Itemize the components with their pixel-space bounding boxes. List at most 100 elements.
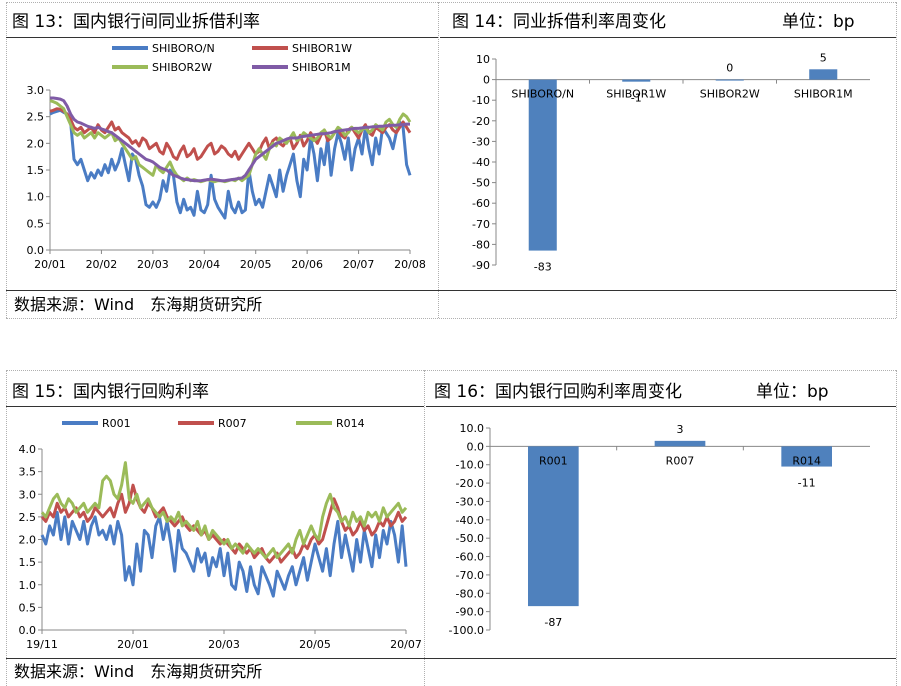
- series-line-shibor1m: [50, 96, 410, 183]
- source-note: 数据来源：Wind 东海期货研究所: [14, 662, 263, 681]
- data-label: 0: [726, 62, 733, 75]
- shibor-weekly-change-bar-chart: 100-10-20-30-40-50-60-70-80-90SHIBORO/N-…: [472, 51, 870, 274]
- shibor-line-chart: 0.0 0.5 1.0 1.5 2.0 2.5 3.0 20/01 20/02 20/03 20/0…: [27, 42, 426, 271]
- x-tick-label: 20/03: [208, 638, 240, 651]
- y-tick-label: 3.0: [27, 84, 45, 97]
- x-tick-label: 20/07: [343, 258, 375, 271]
- y-tick-label: 0.0: [19, 624, 37, 637]
- x-category-label: R007: [666, 454, 695, 467]
- chart-title: 图 15：国内银行回购利率: [12, 382, 210, 402]
- y-tick-label: 0.5: [19, 601, 37, 614]
- frame-line: [6, 370, 7, 686]
- series-line-r001: [40, 510, 408, 598]
- frame-line: [438, 2, 439, 318]
- y-tick-label: 2.5: [19, 511, 37, 524]
- y-tick-label: -50: [472, 177, 490, 190]
- series-line-r014: [40, 461, 408, 560]
- y-tick-label: -100.0: [449, 624, 484, 637]
- legend-label: R014: [336, 417, 365, 430]
- frame-line: [896, 2, 897, 318]
- y-tick-label: 3.5: [19, 466, 37, 479]
- y-tick-label: -10: [472, 94, 490, 107]
- series-line-r007: [40, 483, 408, 564]
- y-tick-label: -50.0: [456, 532, 484, 545]
- y-tick-label: -90.0: [456, 606, 484, 619]
- x-tick-label: 20/02: [86, 258, 118, 271]
- x-tick-label: 20/01: [34, 258, 66, 271]
- repo-weekly-change-bar-chart: 10.0 0.0 -10.0 -20.0 -30.0 -40.0 -50.0 -60.0 -70…: [449, 422, 870, 637]
- y-tick-label: -60: [472, 197, 490, 210]
- legend-label: SHIBORO/N: [152, 42, 215, 55]
- unit-label: 单位：bp: [782, 12, 855, 32]
- frame-line: [6, 2, 896, 3]
- y-tick-label: -20.0: [456, 477, 484, 490]
- data-label: -1: [631, 92, 642, 105]
- bar-r014: [781, 446, 832, 467]
- data-label: -87: [544, 616, 562, 629]
- frame-line: [6, 658, 896, 659]
- x-category-label: SHIBOR2W: [700, 88, 760, 101]
- y-tick-label: -20: [472, 115, 490, 128]
- legend-label: SHIBOR2W: [152, 61, 212, 74]
- y-tick-label: -40.0: [456, 514, 484, 527]
- x-category-label: SHIBOR1W: [606, 88, 666, 101]
- y-tick-label: -30.0: [456, 495, 484, 508]
- frame-line: [424, 370, 425, 686]
- bar-shibor2w: [715, 79, 744, 81]
- repo-line-chart: 0.0 0.5 1.0 1.5 2.0 2.5 3.0 3.5 4.0 19/11 20/01 20/…: [19, 417, 422, 651]
- y-tick-label: 0.0: [27, 244, 45, 257]
- data-label: 3: [677, 423, 684, 436]
- chart-title: 图 16：国内银行回购利率周变化: [434, 382, 683, 402]
- frame-line: [426, 406, 896, 407]
- bar-shibor1m: [809, 69, 838, 80]
- x-category-label: R001: [539, 454, 568, 467]
- y-tick-label: 4.0: [19, 443, 37, 456]
- y-tick-label: 2.0: [27, 137, 45, 150]
- y-tick-label: 1.5: [19, 556, 37, 569]
- frame-line: [896, 370, 897, 686]
- x-category-label: SHIBOR1M: [794, 88, 853, 101]
- y-tick-label: -80.0: [456, 587, 484, 600]
- y-tick-label: 10: [476, 53, 490, 66]
- data-label: 5: [820, 51, 827, 64]
- y-tick-label: -80: [472, 238, 490, 251]
- frame-line: [6, 370, 896, 371]
- x-tick-label: 20/07: [390, 638, 422, 651]
- unit-label: 单位：bp: [756, 382, 829, 402]
- y-tick-label: 0: [483, 74, 490, 87]
- x-tick-label: 20/08: [394, 258, 426, 271]
- frame-line: [6, 2, 7, 318]
- legend-label: SHIBOR1W: [292, 42, 352, 55]
- frame-line: [6, 37, 438, 38]
- frame-line: [6, 318, 896, 319]
- y-tick-label: 0.5: [27, 217, 45, 230]
- x-tick-label: 20/05: [240, 258, 272, 271]
- chart-title: 图 13：国内银行间同业拆借利率: [12, 12, 261, 32]
- data-label: -83: [534, 261, 552, 274]
- x-tick-label: 20/05: [299, 638, 331, 651]
- y-tick-label: 10.0: [460, 422, 485, 435]
- frame-line: [440, 37, 896, 38]
- bar-shiboro-n: [528, 79, 557, 251]
- y-tick-label: -10.0: [456, 459, 484, 472]
- bar-r007: [654, 440, 706, 447]
- y-tick-label: 0.0: [467, 440, 485, 453]
- y-tick-label: -30: [472, 135, 490, 148]
- frame-line: [6, 290, 896, 291]
- x-category-label: R014: [792, 454, 821, 467]
- x-tick-label: 20/01: [117, 638, 149, 651]
- y-tick-label: -40: [472, 156, 490, 169]
- chart-title: 图 14：同业拆借利率周变化: [452, 12, 667, 32]
- source-note: 数据来源：Wind 东海期货研究所: [14, 295, 263, 314]
- y-tick-label: -60.0: [456, 551, 484, 564]
- x-tick-label: 19/11: [26, 638, 58, 651]
- y-tick-label: 2.0: [19, 534, 37, 547]
- legend-label: R001: [102, 417, 131, 430]
- y-tick-label: 3.0: [19, 488, 37, 501]
- x-category-label: SHIBORO/N: [511, 88, 574, 101]
- bar-shibor1w: [622, 79, 651, 82]
- legend-label: SHIBOR1M: [292, 61, 351, 74]
- series-line-shiboro-n: [49, 108, 412, 220]
- legend-label: R007: [218, 417, 247, 430]
- x-tick-label: 20/03: [137, 258, 169, 271]
